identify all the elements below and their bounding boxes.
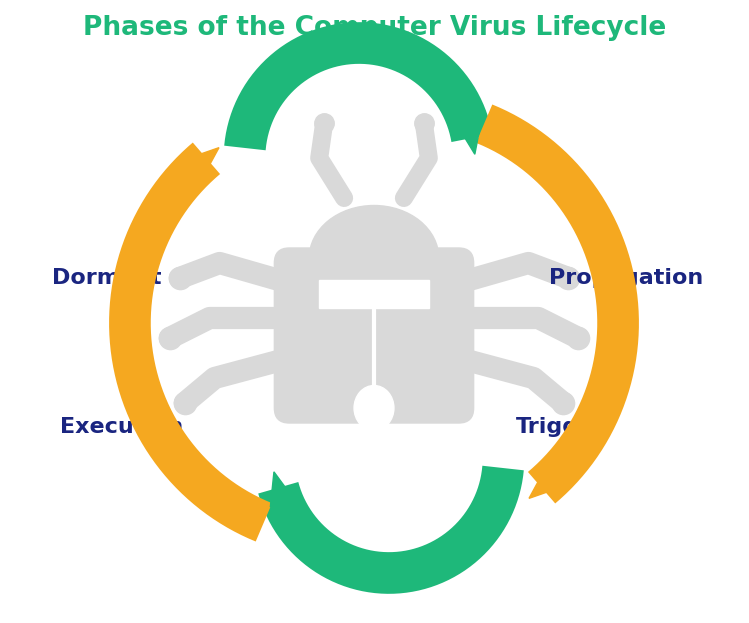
Text: Execution: Execution: [61, 417, 184, 437]
Polygon shape: [186, 148, 219, 179]
FancyBboxPatch shape: [274, 248, 473, 423]
Ellipse shape: [309, 206, 439, 310]
Text: Trigger: Trigger: [515, 417, 604, 437]
Text: Phases of the Computer Virus Lifecycle: Phases of the Computer Virus Lifecycle: [83, 15, 666, 41]
Polygon shape: [456, 120, 482, 155]
Text: Propogation: Propogation: [549, 268, 703, 288]
Bar: [319, 280, 428, 308]
Polygon shape: [529, 467, 562, 498]
Ellipse shape: [354, 386, 394, 430]
Text: Dormant: Dormant: [52, 268, 162, 288]
Polygon shape: [270, 472, 295, 507]
